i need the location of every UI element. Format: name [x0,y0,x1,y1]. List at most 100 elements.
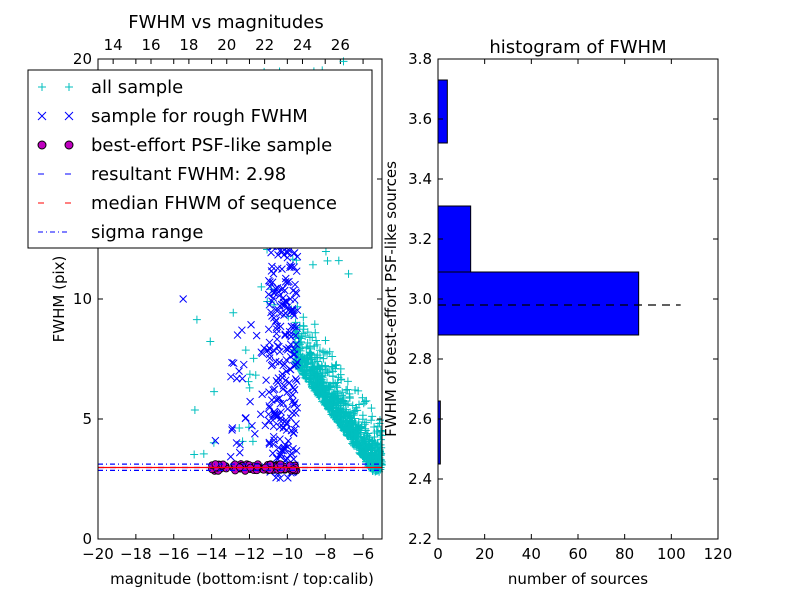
all-sample-point [323,349,332,358]
rough-fwhm-point [265,354,274,362]
left-y-tick-label: 5 [82,410,92,428]
rough-fwhm-point [279,361,288,370]
left-x-tick-label: −18 [120,545,152,563]
all-sample-point [320,348,329,357]
left-chart-title: FWHM vs magnitudes [128,12,323,33]
rough-fwhm-point [228,358,236,367]
left-x-tick-label: −20 [82,545,114,563]
rough-fwhm-point [291,398,299,407]
rough-fwhm-point [232,374,241,383]
rough-fwhm-point [282,344,290,353]
rough-fwhm-point [268,262,276,271]
right-y-axis-label: FWHM of best-effort PSF-like sources [382,161,400,437]
all-sample-point [339,407,348,416]
all-sample-point [206,337,215,346]
rough-fwhm-point [250,429,259,438]
rough-fwhm-point [264,276,273,285]
all-sample-point [238,437,247,446]
rough-fwhm-point [279,385,287,393]
all-sample-point [251,371,260,380]
all-sample-point [325,400,334,409]
rough-fwhm-point [260,344,269,352]
all-sample-point [375,416,384,425]
legend-label-sigma-range: sigma range [91,222,203,243]
all-sample-point [367,404,376,413]
rough-fwhm-point [281,331,289,340]
legend-label-resultant-fwhm: resultant FWHM: 2.98 [91,164,286,185]
histogram-bar [437,79,448,144]
left-y-tick-label: 20 [73,50,92,68]
rough-fwhm-point [268,297,276,306]
all-sample-point [329,395,338,404]
all-sample-point [241,346,250,355]
left-plot-area [98,57,386,483]
rough-fwhm-point [286,263,294,272]
all-sample-point [353,432,362,441]
left-y-axis-label: FWHM (pix) [50,256,68,343]
rough-fwhm-point [283,474,292,482]
rough-fwhm-point [227,372,235,381]
all-sample-point [314,378,323,387]
all-sample-point [302,362,311,371]
rough-fwhm-point [281,416,290,425]
right-x-tick-label: 60 [568,545,587,563]
psf-sample-point [211,460,220,469]
rough-fwhm-point [228,426,236,434]
rough-fwhm-point [285,378,294,387]
all-sample-point [336,364,345,373]
all-sample-point [305,350,314,359]
rough-fwhm-point [290,350,299,358]
rough-fwhm-point [261,421,270,430]
all-sample-point [310,383,319,392]
rough-fwhm-point [265,403,274,412]
all-sample-point [302,344,311,353]
all-sample-point [329,367,338,376]
right-y-tick-label: 3.2 [408,230,432,248]
rough-fwhm-point [277,408,285,416]
all-sample-point [305,333,314,342]
rough-fwhm-point [292,377,301,385]
all-sample-point [328,408,337,417]
rough-fwhm-point [273,378,282,387]
rough-fwhm-point [264,325,273,334]
all-sample-point [235,423,244,432]
legend-entry-psf-sample: best-effort PSF-like sample [37,135,332,156]
all-sample-point [229,308,238,317]
rough-fwhm-point [293,306,302,315]
rough-fwhm-point [268,360,277,369]
all-sample-point [368,436,377,445]
all-sample-point [318,382,327,391]
legend-entry-median-fwhm: median FHWM of sequence [38,193,337,214]
rough-fwhm-point [263,346,272,355]
rough-fwhm-point [246,397,254,406]
rough-fwhm-point [274,251,282,259]
rough-fwhm-point [292,360,300,369]
right-y-tick-label: 3.0 [408,290,432,308]
rough-fwhm-point [289,444,297,453]
rough-fwhm-point [286,261,295,270]
all-sample-point [306,355,315,364]
all-sample-point [190,450,199,459]
all-sample-point [366,444,375,453]
rough-fwhm-point [291,331,300,340]
right-x-tick-label: 0 [433,545,443,563]
all-sample-point [321,336,330,345]
rough-fwhm-point [235,448,244,457]
rough-fwhm-point [279,284,287,293]
left-y-tick-label: 10 [73,290,92,308]
rough-fwhm-point [281,441,290,449]
right-y-tick-label: 2.2 [408,530,432,548]
histogram-bar [437,271,640,336]
rough-fwhm-point [282,367,291,376]
all-sample-point [372,427,381,436]
rough-fwhm-point [283,454,292,463]
all-sample-point [351,385,360,394]
rough-fwhm-point [179,295,188,303]
rough-fwhm-point [229,359,238,368]
rough-fwhm-point [241,414,250,423]
all-sample-point [319,354,328,363]
left-x-tick-label: −10 [272,545,304,563]
all-sample-point [368,412,377,421]
rough-fwhm-point [288,397,297,406]
all-sample-point [362,418,371,427]
